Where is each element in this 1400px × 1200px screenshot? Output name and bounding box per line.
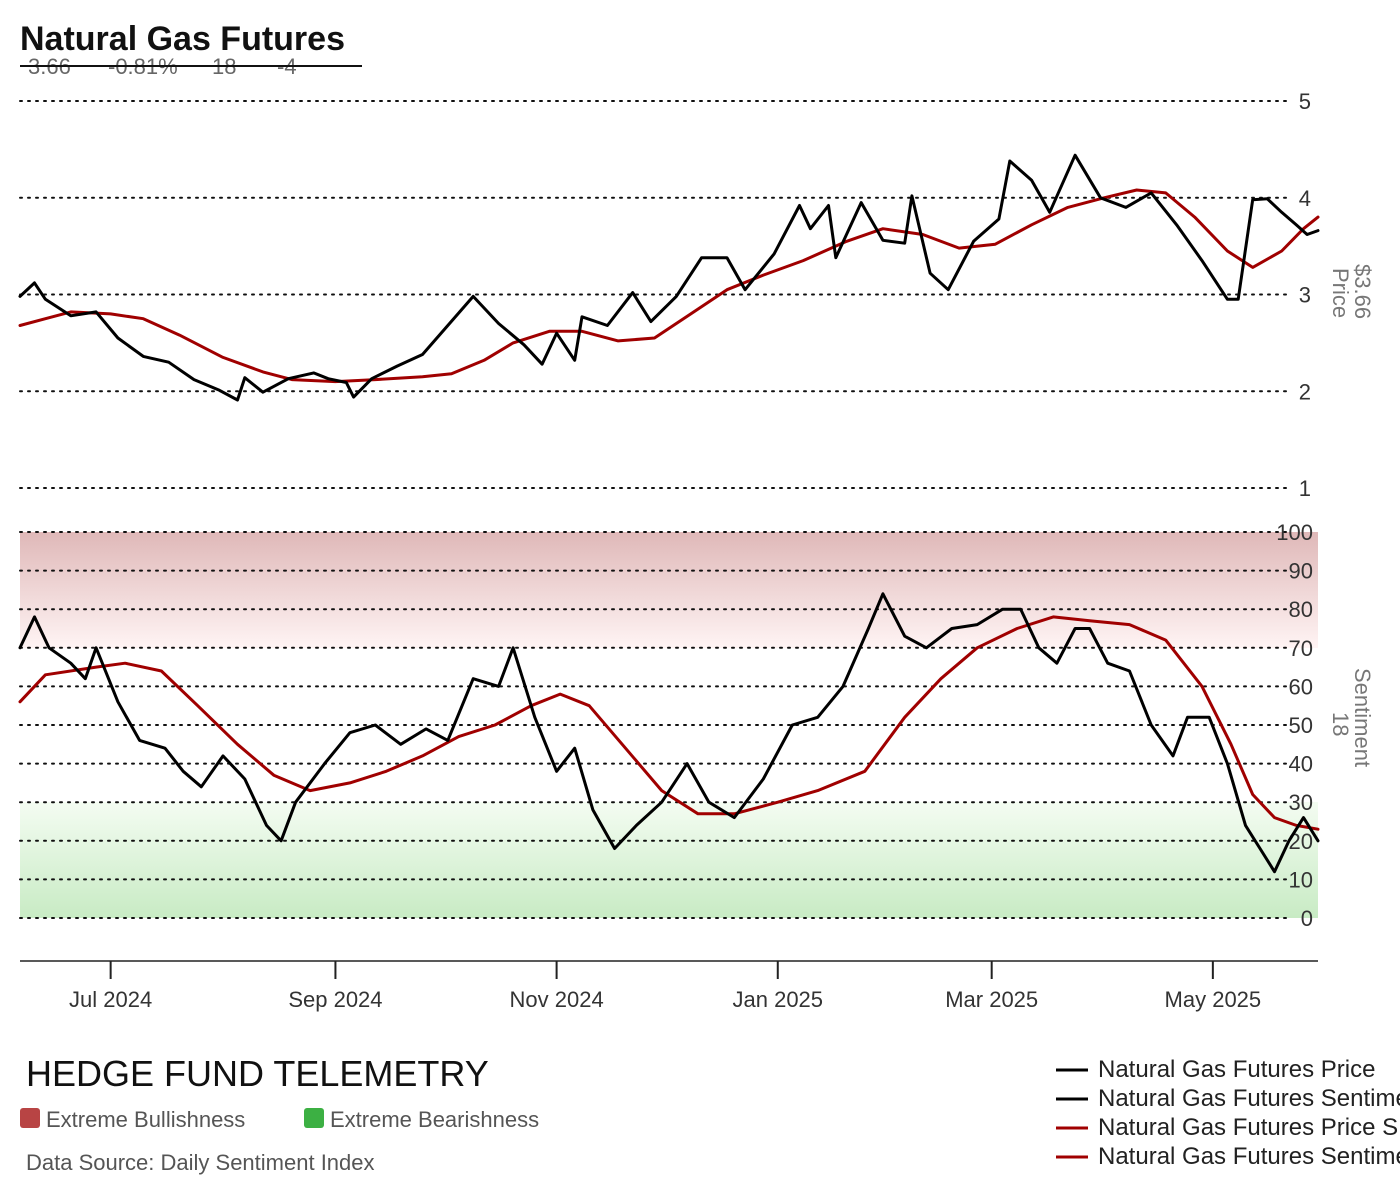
sentiment-tick-label: 10 xyxy=(1289,867,1313,892)
sentiment-tick-label: 90 xyxy=(1289,559,1313,584)
x-tick-label: Mar 2025 xyxy=(945,987,1038,1012)
bullish-swatch xyxy=(20,1108,40,1128)
sentiment-tick-label: 50 xyxy=(1289,713,1313,738)
legend-sentiment-label: Natural Gas Futures Sentiment xyxy=(1098,1085,1400,1112)
sentiment-tick-label: 70 xyxy=(1289,636,1313,661)
sentiment-tick-label: 30 xyxy=(1289,790,1313,815)
sentiment-tick-label: 20 xyxy=(1289,829,1313,854)
legend-price-sma-label: Natural Gas Futures Price SMA xyxy=(1098,1114,1400,1141)
x-axis: Jul 2024 Sep 2024 Nov 2024 Jan 2025 Mar 2025… xyxy=(20,960,1318,1012)
legend-price-label: Natural Gas Futures Price xyxy=(1098,1056,1375,1083)
x-tick-label: Jul 2024 xyxy=(69,987,152,1012)
legend-sentiment-sma-label: Natural Gas Futures Sentiment SMA xyxy=(1098,1143,1400,1170)
sentiment-tick-label: 60 xyxy=(1289,674,1313,699)
footer: HEDGE FUND TELEMETRY Extreme Bullishness… xyxy=(20,1053,539,1175)
chart-title: Natural Gas Futures xyxy=(20,20,345,58)
sentiment-tick-label: 100 xyxy=(1276,520,1313,545)
bullish-legend-label: Extreme Bullishness xyxy=(46,1107,245,1132)
extreme-bullish-zone xyxy=(20,532,1318,648)
chart-header: Natural Gas Futures 3.66 -0.81% 18 -4 xyxy=(20,20,362,79)
data-source: Data Source: Daily Sentiment Index xyxy=(26,1150,375,1175)
price-axis-title: Price $3.66 xyxy=(1328,264,1375,319)
price-axis-value: $3.66 xyxy=(1350,264,1375,319)
sentiment-panel-lines xyxy=(18,592,1320,874)
sentiment-tick-label: 0 xyxy=(1301,906,1313,931)
sentiment-tick-label: 80 xyxy=(1289,597,1313,622)
bearish-legend-label: Extreme Bearishness xyxy=(330,1107,539,1132)
price-tick-label: 3 xyxy=(1299,283,1311,308)
price-tick-label: 4 xyxy=(1299,186,1311,211)
x-tick-label: Jan 2025 xyxy=(733,987,824,1012)
sentiment-axis-value: 18 xyxy=(1328,712,1353,736)
price-axis-label: Price xyxy=(1328,268,1353,318)
price-line xyxy=(18,153,1320,402)
x-tick-label: May 2025 xyxy=(1165,987,1262,1012)
price-sma-line xyxy=(18,188,1320,384)
x-tick-label: Sep 2024 xyxy=(288,987,382,1012)
price-tick-label: 1 xyxy=(1299,476,1311,501)
bearish-swatch xyxy=(304,1108,324,1128)
extreme-bearish-zone xyxy=(20,802,1318,918)
price-tick-label: 2 xyxy=(1299,379,1311,404)
sentiment-axis-label: Sentiment xyxy=(1350,668,1375,767)
sentiment-line xyxy=(18,592,1320,874)
sentiment-axis-title: Sentiment 18 xyxy=(1328,668,1375,767)
price-tick-label: 5 xyxy=(1299,89,1311,114)
brand-name: HEDGE FUND TELEMETRY xyxy=(26,1053,489,1094)
sentiment-tick-label: 40 xyxy=(1289,752,1313,777)
x-tick-label: Nov 2024 xyxy=(510,987,604,1012)
price-gridlines: 5 4 3 2 1 xyxy=(19,89,1311,501)
price-panel-lines xyxy=(18,153,1320,402)
sentiment-sma-line xyxy=(18,615,1320,831)
series-legend: Natural Gas Futures Price Natural Gas Fu… xyxy=(1056,1056,1400,1170)
